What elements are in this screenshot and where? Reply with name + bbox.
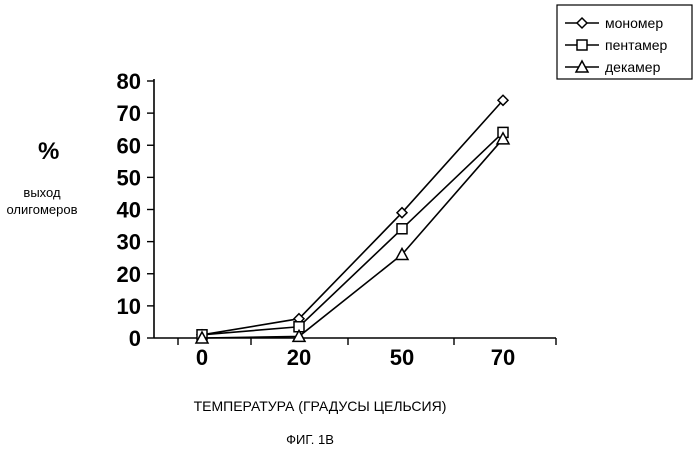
figure-caption-text: ФИГ. 1В (326, 432, 334, 447)
series-line-diamond (202, 100, 503, 335)
figure-caption: ФИГ. 1В (0, 432, 700, 447)
x-tick-label: 70 (491, 345, 515, 370)
series-line-triangle (202, 139, 503, 338)
y-tick-label: 10 (117, 294, 141, 319)
y-tick-label: 50 (117, 165, 141, 190)
y-tick-label: 60 (117, 133, 141, 158)
legend-label: декамер (605, 59, 661, 75)
y-axis-label: выход олигомеров (4, 184, 80, 218)
y-tick-label: 20 (117, 262, 141, 287)
x-axis-label: ТЕМПЕРАТУРА (ГРАДУСЫ ЦЕЛЬСИЯ) (0, 398, 700, 414)
y-tick-label: 0 (129, 326, 141, 351)
y-tick-label: 70 (117, 101, 141, 126)
y-tick-label: 30 (117, 230, 141, 255)
legend-label: пентамер (605, 37, 668, 53)
data-point-square (397, 224, 407, 234)
x-tick-label: 0 (196, 345, 208, 370)
y-axis-label-line1: выход (4, 184, 80, 201)
legend-marker-square (577, 40, 587, 50)
y-axis-unit-label: % (38, 138, 59, 166)
series-line-square (202, 132, 503, 334)
y-tick-label: 80 (117, 69, 141, 94)
legend-label: мономер (605, 15, 663, 31)
y-tick-label: 40 (117, 198, 141, 223)
x-tick-label: 20 (287, 345, 311, 370)
x-tick-label: 50 (390, 345, 414, 370)
x-axis-label-text: ТЕМПЕРАТУРА (ГРАДУСЫ ЦЕЛЬСИЯ) (224, 398, 447, 414)
y-axis-label-line2: олигомеров (4, 201, 80, 218)
